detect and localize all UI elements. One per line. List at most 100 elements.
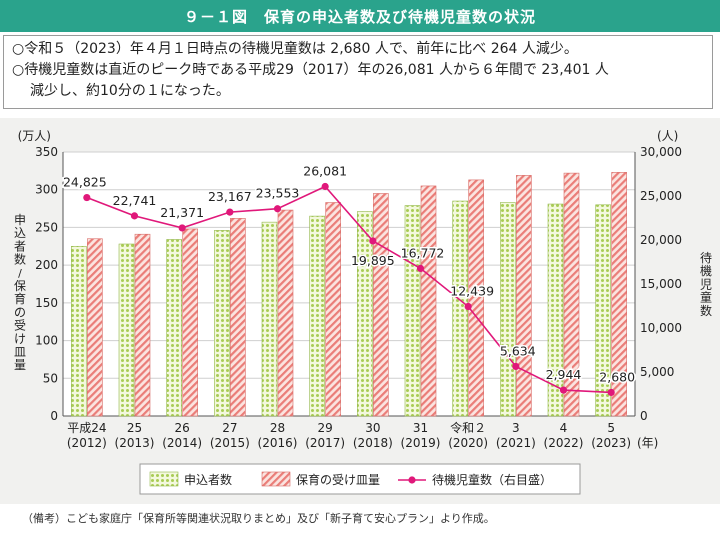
legend-label-capacity: 保育の受け皿量 — [296, 472, 380, 487]
legend-box — [139, 463, 581, 495]
right-axis-title: 待機児童数 — [700, 251, 712, 318]
waiting-children-point — [607, 388, 615, 397]
waiting-children-data-label: 23,167 — [208, 189, 252, 204]
left-tick-label: 100 — [35, 334, 58, 348]
x-tick-label-era: 平成24 — [67, 421, 106, 435]
waiting-children-data-label: 26,081 — [303, 163, 347, 178]
left-tick-label: 0 — [50, 409, 58, 423]
bar-capacity — [516, 175, 532, 417]
waiting-children-data-label: 22,741 — [113, 193, 157, 208]
waiting-children-data-label: 21,371 — [160, 205, 204, 220]
x-tick-label-era: 30 — [365, 421, 380, 435]
summary-line-1: ○令和５（2023）年４月１日時点の待機児童数は 2,680 人で、前年に比べ … — [12, 41, 578, 57]
left-tick-label: 150 — [35, 296, 58, 310]
left-tick-label: 50 — [43, 371, 58, 385]
x-tick-label-year: (2023) — [591, 436, 631, 450]
x-tick-label-year: (2019) — [401, 436, 441, 450]
x-tick-label-year: (2016) — [258, 436, 298, 450]
bar-capacity — [134, 233, 151, 417]
plot-background — [63, 152, 635, 416]
bar-capacity — [87, 238, 103, 417]
x-tick-label-era: 29 — [318, 421, 333, 435]
bar-capacity — [277, 209, 294, 417]
right-tick-label: 25,000 — [640, 189, 682, 203]
waiting-children-point — [83, 193, 91, 202]
x-tick-label-era: 3 — [512, 421, 520, 435]
waiting-children-data-label: 2,680 — [599, 369, 635, 384]
waiting-children-data-label: 24,825 — [63, 175, 107, 190]
legend-label-applicants: 申込者数 — [184, 472, 232, 487]
x-axis-suffix: (年) — [637, 436, 658, 450]
waiting-children-data-label: 12,439 — [450, 284, 494, 299]
right-tick-label: 30,000 — [640, 145, 682, 159]
x-tick-label-era: 26 — [175, 421, 190, 435]
bar-applicants — [357, 211, 373, 417]
waiting-children-point — [321, 182, 329, 191]
bar-applicants — [595, 204, 611, 417]
waiting-children-point — [416, 264, 425, 273]
left-tick-label: 300 — [35, 183, 58, 197]
right-tick-label: 10,000 — [640, 321, 682, 335]
waiting-children-point — [559, 386, 568, 394]
x-tick-label-year: (2018) — [353, 436, 393, 450]
waiting-children-point — [369, 237, 377, 245]
x-tick-label-era: 25 — [127, 421, 142, 435]
waiting-children-data-label: 23,553 — [256, 186, 300, 201]
waiting-children-point — [226, 208, 234, 216]
right-tick-label: 5,000 — [640, 365, 674, 379]
bar-applicants — [500, 202, 516, 417]
x-tick-label-era: 31 — [413, 421, 428, 435]
figure-title: ９－１図 保育の申込者数及び待機児童数の状況 — [0, 0, 720, 32]
bar-applicants — [547, 203, 564, 417]
waiting-children-point — [464, 302, 472, 311]
bar-applicants — [166, 239, 182, 417]
waiting-children-point — [130, 212, 139, 220]
bar-applicants — [261, 221, 278, 417]
bar-capacity — [230, 218, 246, 417]
waiting-children-line — [86, 185, 612, 394]
right-axis-unit: (人) — [657, 129, 678, 143]
x-tick-label-year: (2020) — [448, 436, 488, 450]
waiting-children-data-label: 19,895 — [351, 253, 395, 268]
x-tick-label-era: 4 — [560, 421, 568, 435]
right-tick-label: 15,000 — [640, 277, 682, 291]
legend-label-waiting: 待機児童数（右目盛） — [432, 472, 552, 487]
summary-line-3: 減少し、約10分の１になった。 — [30, 83, 230, 99]
summary-box: ○令和５（2023）年４月１日時点の待機児童数は 2,680 人で、前年に比べ … — [3, 35, 713, 109]
bar-capacity — [563, 172, 580, 417]
summary-line-2: ○待機児童数は直近のピーク時である平成29（2017）年の26,081 人から６… — [12, 62, 609, 78]
bar-applicants — [404, 205, 421, 417]
right-tick-label: 20,000 — [640, 233, 682, 247]
x-tick-label-year: (2014) — [162, 436, 202, 450]
left-tick-label: 250 — [35, 220, 58, 234]
right-tick-label: 0 — [640, 409, 648, 423]
bar-capacity — [373, 193, 389, 417]
x-tick-label-era: 28 — [270, 421, 285, 435]
left-tick-label: 200 — [35, 258, 58, 272]
waiting-children-point — [178, 224, 186, 232]
bar-capacity — [325, 202, 341, 417]
waiting-children-point — [273, 205, 282, 213]
legend-swatch-point — [408, 476, 416, 484]
x-tick-label-year: (2017) — [305, 436, 345, 450]
bar-applicants — [71, 245, 87, 417]
bar-capacity — [182, 228, 198, 417]
x-tick-label-year: (2022) — [544, 436, 584, 450]
x-tick-label-era: 令和２ — [450, 420, 486, 435]
x-tick-label-year: (2013) — [115, 436, 155, 450]
x-tick-label-year: (2021) — [496, 436, 536, 450]
bar-applicants — [309, 215, 325, 417]
left-axis-title: 申込者数/保育の受け皿量 — [14, 213, 26, 372]
x-tick-label-year: (2012) — [67, 436, 107, 450]
waiting-children-data-label: 16,772 — [401, 245, 445, 260]
left-tick-label: 350 — [35, 145, 58, 159]
legend-swatch-capacity — [261, 471, 291, 487]
waiting-children-point — [512, 362, 520, 371]
combo-chart: 0 50 100 150 200 250 300 350 0 5,000 10,000 15,000 2… — [14, 129, 712, 495]
bar-capacity — [611, 172, 627, 417]
waiting-children-data-label: 2,944 — [546, 367, 582, 382]
chart-area: 0 50 100 150 200 250 300 350 0 5,000 10,000 15,000 2… — [0, 118, 720, 504]
left-axis-unit: (万人) — [18, 129, 51, 143]
source-note: （備考）こども家庭庁「保育所等関連状況取りまとめ」及び「新子育て安心プラン」より… — [22, 512, 495, 525]
x-tick-label-era: 27 — [222, 421, 237, 435]
